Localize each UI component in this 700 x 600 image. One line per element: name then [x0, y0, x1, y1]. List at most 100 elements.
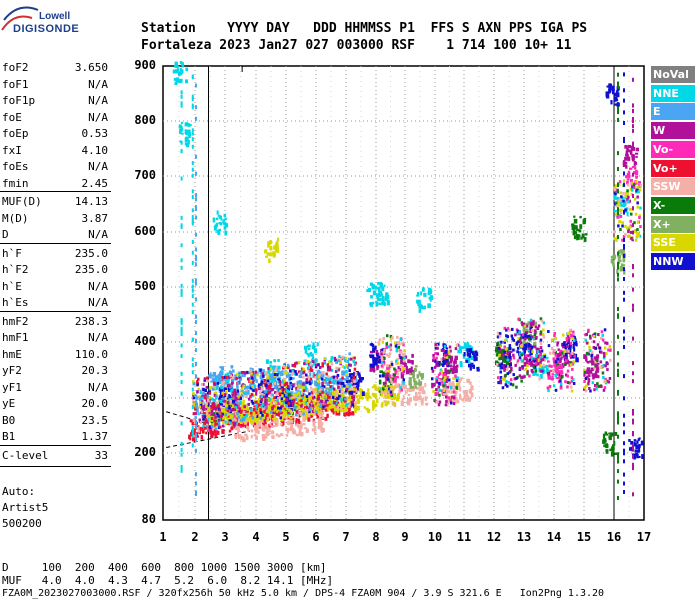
data-point-nne — [467, 344, 471, 349]
data-point-band — [211, 397, 214, 401]
data-point-band — [293, 382, 297, 386]
data-point-e — [215, 382, 219, 388]
data-point-nne — [377, 289, 381, 293]
data-point-cluster — [516, 346, 520, 350]
param-name: h`F — [2, 246, 22, 260]
data-point-cluster — [517, 337, 521, 341]
data-point-vo- — [638, 181, 641, 184]
data-point-nne — [179, 61, 183, 65]
data-point-e — [312, 374, 315, 378]
data-point-band — [309, 382, 312, 386]
data-point-sse — [249, 416, 253, 420]
data-point-streak — [617, 117, 619, 122]
data-point-nne — [383, 284, 386, 288]
data-point-cluster — [456, 376, 460, 380]
data-point-band — [329, 392, 332, 396]
data-point-sse — [277, 409, 280, 414]
data-point-band — [275, 392, 278, 396]
data-point-sse — [333, 398, 337, 403]
data-point-streak — [623, 316, 625, 321]
data-point-cluster — [626, 235, 630, 238]
data-point-band — [238, 407, 242, 411]
data-point-nne — [381, 301, 385, 305]
data-point-cluster — [442, 357, 445, 361]
data-point-band — [287, 411, 290, 415]
data-point-band — [238, 410, 241, 414]
data-point-band — [206, 423, 209, 427]
data-point-band — [353, 371, 356, 375]
data-point-cluster — [386, 371, 389, 375]
data-point-ssw — [262, 436, 266, 441]
data-point-band — [240, 371, 244, 374]
y-tick-label: 200 — [134, 445, 156, 459]
data-point-band — [220, 405, 223, 409]
data-point-streak — [195, 205, 197, 210]
data-point-band — [247, 417, 250, 421]
data-point-streak — [617, 459, 619, 464]
param-name: yE — [2, 397, 16, 410]
data-point-band — [331, 396, 335, 399]
data-point-ssw — [402, 395, 405, 400]
data-point-sse — [275, 240, 279, 246]
data-point-band — [317, 397, 320, 401]
data-point-cluster — [536, 327, 540, 330]
data-point-cluster — [514, 363, 517, 367]
header-values: Fortaleza 2023 Jan27 027 003000 RSF 1 71… — [141, 38, 572, 53]
data-point-w — [202, 405, 206, 409]
data-point-sse — [302, 403, 306, 407]
data-point-cluster — [440, 357, 443, 361]
data-point-streak — [191, 363, 194, 368]
data-point-nnw — [529, 336, 532, 341]
data-point-cluster — [565, 359, 568, 363]
data-point-nne — [378, 292, 382, 295]
data-point-band — [260, 382, 263, 386]
data-point-cluster — [596, 343, 600, 347]
data-point-vo- — [265, 412, 269, 417]
data-point-vo- — [330, 408, 333, 411]
data-point-vo- — [437, 373, 441, 376]
param-name: foE — [2, 110, 22, 124]
data-point-e — [219, 376, 223, 379]
data-point-streak — [191, 144, 194, 149]
data-point-x- — [408, 380, 412, 386]
data-point-streak — [632, 230, 634, 235]
data-point-band — [218, 408, 222, 412]
data-point-nne — [277, 376, 281, 380]
data-point-nnw — [445, 347, 449, 350]
data-point-w — [409, 368, 413, 372]
data-point-streak — [623, 297, 625, 302]
data-point-cluster — [627, 199, 630, 203]
data-point-sse — [382, 391, 385, 394]
data-point-nnw — [634, 449, 638, 453]
data-point-ssw — [302, 423, 306, 426]
data-point-streak — [617, 496, 619, 500]
data-point-cluster — [618, 180, 622, 184]
data-point-cluster — [620, 208, 623, 212]
data-point-vo- — [551, 373, 554, 376]
data-point-ssw — [279, 422, 283, 426]
data-point-cluster — [584, 338, 587, 342]
data-point-cluster — [511, 327, 514, 331]
data-point-vo- — [348, 407, 351, 411]
data-point-band — [323, 357, 327, 360]
data-point-w — [403, 363, 407, 368]
data-point-vo- — [388, 364, 392, 368]
legend-item-sse: SSE — [651, 234, 695, 252]
data-point-sse — [262, 414, 266, 419]
data-point-band — [236, 412, 239, 416]
data-point-vo- — [384, 372, 387, 377]
param-name: B0 — [2, 413, 16, 427]
data-point-band — [306, 402, 310, 406]
data-point-band — [231, 381, 234, 385]
data-point-nne — [423, 305, 426, 310]
data-point-w — [372, 367, 376, 373]
data-point-nnw — [358, 372, 361, 376]
data-point-nne — [313, 345, 316, 351]
data-point-band — [229, 419, 232, 423]
data-point-band — [206, 376, 209, 380]
data-point-cluster — [626, 183, 630, 187]
data-point-w — [411, 370, 415, 373]
data-point-nnw — [637, 455, 641, 458]
data-point-e — [203, 389, 206, 394]
data-point-cluster — [591, 381, 595, 385]
